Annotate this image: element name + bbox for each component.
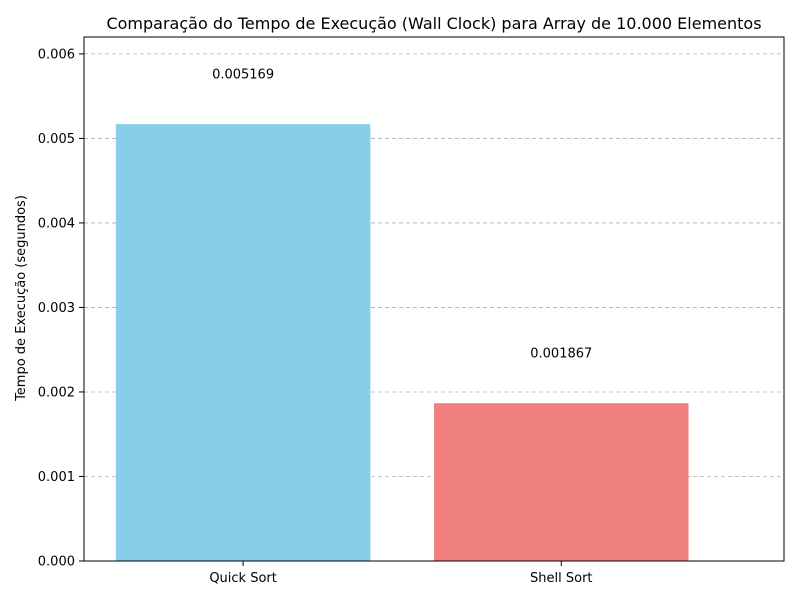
y-tick-label: 0.005 [38, 132, 75, 147]
y-axis-ticks: 0.000 0.001 0.002 0.003 0.004 0.005 0.006 [38, 47, 84, 570]
x-tick-label: Quick Sort [209, 571, 277, 586]
plot-frame [83, 36, 785, 562]
bar-quick-sort [115, 124, 371, 561]
y-axis-label: Tempo de Execução (segundos) [14, 195, 29, 402]
bars [115, 124, 689, 561]
y-tick-label: 0.004 [38, 216, 75, 231]
x-axis-ticks: Quick Sort Shell Sort [209, 561, 593, 586]
y-tick-label: 0.000 [38, 555, 75, 570]
data-labels: 0.005169 0.001867 [212, 67, 592, 361]
data-label: 0.005169 [212, 67, 274, 82]
x-tick-label: Shell Sort [530, 571, 593, 586]
y-tick-label: 0.001 [38, 470, 75, 485]
chart-title: Comparação do Tempo de Execução (Wall Cl… [106, 14, 761, 33]
data-label: 0.001867 [530, 346, 592, 361]
y-tick-label: 0.002 [38, 385, 75, 400]
y-tick-label: 0.006 [38, 47, 75, 62]
bar-shell-sort [434, 403, 689, 561]
y-tick-label: 0.003 [38, 301, 75, 316]
